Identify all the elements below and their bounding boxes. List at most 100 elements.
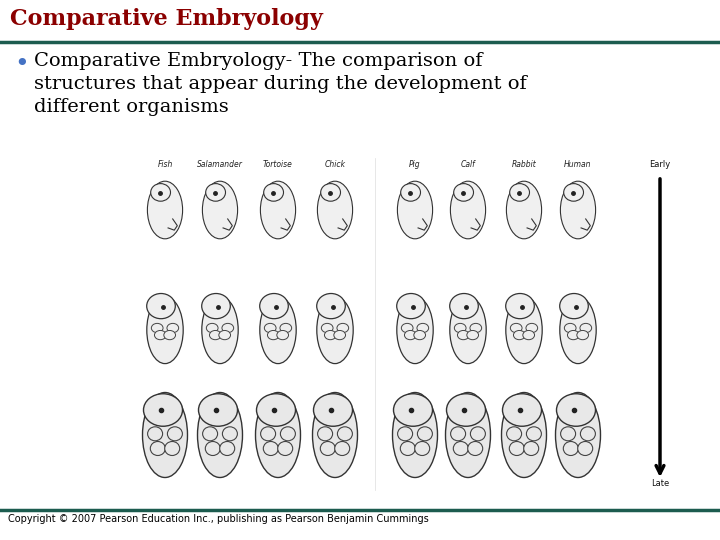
Ellipse shape: [219, 330, 230, 340]
Ellipse shape: [317, 294, 346, 319]
Ellipse shape: [197, 393, 243, 477]
Ellipse shape: [318, 427, 333, 441]
Ellipse shape: [470, 323, 482, 333]
Ellipse shape: [392, 393, 438, 477]
Ellipse shape: [222, 427, 238, 441]
Ellipse shape: [415, 442, 430, 456]
Ellipse shape: [513, 330, 525, 340]
Text: structures that appear during the development of: structures that appear during the develo…: [34, 75, 527, 93]
Ellipse shape: [417, 323, 428, 333]
Ellipse shape: [451, 181, 485, 239]
Ellipse shape: [261, 427, 276, 441]
Ellipse shape: [151, 323, 163, 333]
Ellipse shape: [509, 442, 524, 456]
Ellipse shape: [317, 296, 354, 363]
Ellipse shape: [405, 330, 416, 340]
Ellipse shape: [325, 330, 336, 340]
Ellipse shape: [260, 294, 288, 319]
Ellipse shape: [148, 181, 183, 239]
Text: different organisms: different organisms: [34, 98, 229, 116]
Ellipse shape: [264, 442, 279, 456]
Ellipse shape: [454, 323, 466, 333]
Text: Tortoise: Tortoise: [263, 160, 293, 169]
Ellipse shape: [220, 442, 235, 456]
Ellipse shape: [147, 296, 183, 363]
Ellipse shape: [143, 394, 182, 426]
Text: Copyright © 2007 Pearson Education Inc., publishing as Pearson Benjamin Cummings: Copyright © 2007 Pearson Education Inc.,…: [8, 514, 428, 524]
Text: Pig: Pig: [409, 160, 420, 169]
Text: Salamander: Salamander: [197, 160, 243, 169]
Ellipse shape: [276, 330, 289, 340]
Ellipse shape: [561, 427, 575, 441]
Ellipse shape: [454, 442, 468, 456]
Ellipse shape: [397, 294, 426, 319]
Ellipse shape: [202, 296, 238, 363]
Ellipse shape: [164, 330, 176, 340]
Ellipse shape: [567, 330, 579, 340]
Ellipse shape: [207, 323, 218, 333]
Text: Calf: Calf: [461, 160, 475, 169]
Ellipse shape: [206, 184, 225, 201]
Ellipse shape: [397, 427, 413, 441]
Ellipse shape: [526, 323, 538, 333]
Ellipse shape: [577, 442, 593, 456]
Ellipse shape: [502, 393, 546, 477]
Ellipse shape: [418, 427, 433, 441]
Ellipse shape: [451, 427, 466, 441]
Ellipse shape: [202, 294, 230, 319]
Ellipse shape: [312, 393, 358, 477]
Ellipse shape: [318, 181, 353, 239]
Ellipse shape: [468, 442, 482, 456]
Text: Rabbit: Rabbit: [512, 160, 536, 169]
Ellipse shape: [167, 323, 179, 333]
Ellipse shape: [557, 394, 595, 426]
Text: Chick: Chick: [325, 160, 346, 169]
Ellipse shape: [267, 330, 279, 340]
Ellipse shape: [148, 427, 163, 441]
Ellipse shape: [167, 427, 182, 441]
Ellipse shape: [278, 442, 293, 456]
Text: Early: Early: [649, 160, 670, 169]
Ellipse shape: [505, 294, 534, 319]
Ellipse shape: [467, 330, 479, 340]
Ellipse shape: [401, 184, 420, 201]
Ellipse shape: [457, 330, 469, 340]
Ellipse shape: [563, 442, 578, 456]
Ellipse shape: [577, 330, 588, 340]
Ellipse shape: [397, 296, 433, 363]
Ellipse shape: [264, 323, 276, 333]
Ellipse shape: [401, 323, 413, 333]
Ellipse shape: [199, 394, 238, 426]
Ellipse shape: [523, 330, 534, 340]
Ellipse shape: [150, 442, 166, 456]
Ellipse shape: [202, 181, 238, 239]
Ellipse shape: [446, 393, 490, 477]
Ellipse shape: [580, 427, 595, 441]
Ellipse shape: [321, 323, 333, 333]
Ellipse shape: [507, 427, 521, 441]
Ellipse shape: [506, 181, 541, 239]
Ellipse shape: [559, 294, 588, 319]
Ellipse shape: [503, 394, 541, 426]
Ellipse shape: [560, 181, 595, 239]
Ellipse shape: [334, 330, 346, 340]
Text: Human: Human: [564, 160, 592, 169]
Ellipse shape: [394, 394, 433, 426]
Ellipse shape: [313, 394, 353, 426]
Text: Late: Late: [651, 479, 669, 488]
Ellipse shape: [337, 323, 348, 333]
Ellipse shape: [560, 296, 596, 363]
Ellipse shape: [470, 427, 485, 441]
Ellipse shape: [320, 442, 336, 456]
Ellipse shape: [450, 294, 478, 319]
Ellipse shape: [510, 323, 522, 333]
Text: •: •: [14, 52, 29, 76]
Ellipse shape: [205, 442, 220, 456]
Ellipse shape: [143, 393, 187, 477]
Ellipse shape: [264, 184, 284, 201]
Ellipse shape: [414, 330, 426, 340]
Ellipse shape: [510, 184, 529, 201]
Ellipse shape: [564, 184, 583, 201]
Ellipse shape: [147, 294, 175, 319]
Ellipse shape: [256, 394, 295, 426]
